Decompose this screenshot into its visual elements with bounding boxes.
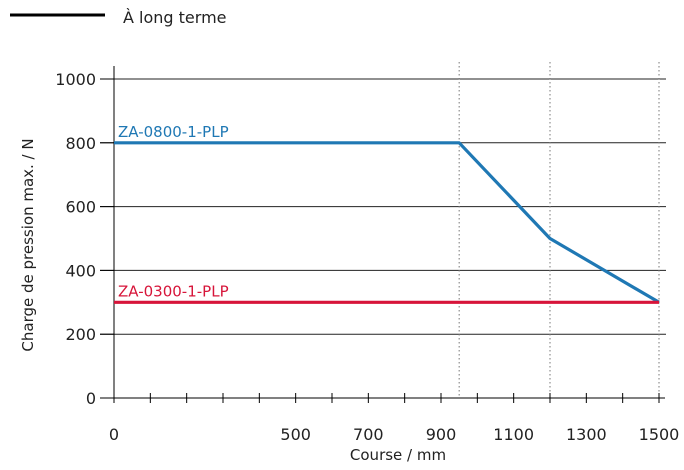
series: ZA-0800-1-PLP ZA-0300-1-PLP: [113, 123, 660, 304]
x-tick-label: 0: [109, 425, 119, 444]
series-line-ZA-0800-1-PLP: [114, 141, 660, 304]
y-ticks: 0 200 400 600 800 1000: [55, 70, 114, 408]
y-tick-label: 400: [65, 261, 96, 280]
y-tick-label: 800: [65, 134, 96, 153]
y-tick-label: 200: [65, 325, 96, 344]
series-label: ZA-0800-1-PLP: [118, 123, 229, 141]
y-axis-title: Charge de pression max. / N: [19, 138, 37, 351]
legend-label: À long terme: [123, 8, 227, 27]
x-tick-label: 1100: [493, 425, 534, 444]
x-tick-label: 1500: [639, 425, 680, 444]
x-tick-label: 700: [353, 425, 384, 444]
y-tick-label: 600: [65, 198, 96, 217]
series-label: ZA-0300-1-PLP: [118, 282, 229, 300]
x-tick-label: 900: [426, 425, 457, 444]
y-tick-label: 1000: [55, 70, 96, 89]
x-ticks: 0 500 700 900 1100 1300 1500: [109, 393, 679, 444]
vertical-grid: [458, 62, 660, 398]
x-axis-title: Course / mm: [350, 446, 446, 464]
x-tick-label: 500: [280, 425, 311, 444]
y-tick-label: 0: [86, 389, 96, 408]
legend: À long terme: [10, 8, 227, 27]
x-tick-label: 1300: [566, 425, 607, 444]
